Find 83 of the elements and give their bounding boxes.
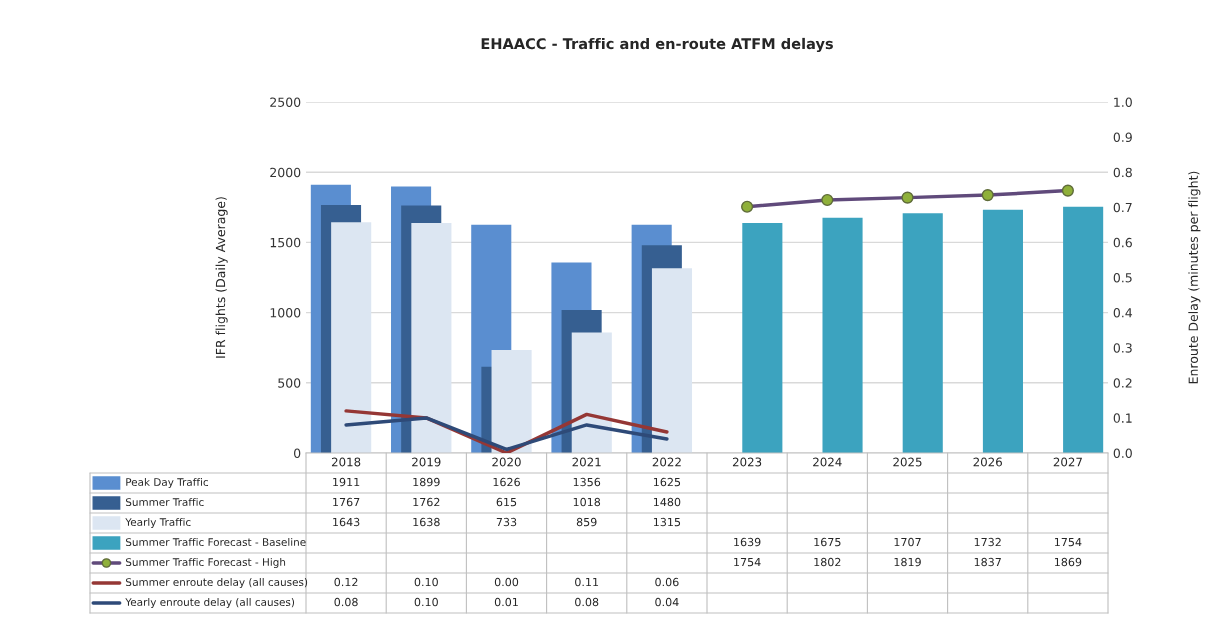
data-label: 1762 — [413, 497, 440, 507]
data-label: 1643 — [333, 517, 360, 527]
data-label: 1625 — [653, 477, 681, 487]
y2-tick-label: 0.5 — [1113, 272, 1132, 283]
data-label: 1837 — [974, 557, 1001, 567]
x-tick-label: 2027 — [1053, 457, 1082, 467]
bar — [902, 213, 943, 453]
y2-tick-label: 0.6 — [1113, 237, 1132, 248]
bar — [491, 350, 532, 453]
data-label: 1732 — [974, 537, 1001, 547]
legend-label: Yearly Traffic — [125, 517, 191, 529]
line-series — [344, 416, 669, 452]
data-label: 0.08 — [575, 597, 599, 607]
data-label: 1899 — [413, 477, 440, 487]
data-label: 1767 — [333, 497, 360, 507]
bar — [411, 223, 452, 453]
y2-axis-title: Enroute Delay (minutes per flight) — [1188, 171, 1201, 384]
data-label: 0.04 — [655, 597, 679, 607]
x-tick-label: 2019 — [412, 457, 441, 467]
data-label: 1356 — [573, 477, 601, 487]
y-tick-label: 2000 — [270, 167, 301, 178]
data-label: 0.11 — [575, 577, 599, 587]
y2-tick-label: 0.4 — [1113, 308, 1133, 318]
data-label: 1911 — [333, 477, 360, 487]
data-label: 1754 — [734, 557, 761, 567]
legend-label: Summer enroute delay (all causes) — [125, 577, 308, 589]
y2-tick-label: 0.7 — [1113, 202, 1132, 213]
y2-tick-label: 0.3 — [1113, 343, 1132, 353]
x-tick-label: 2020 — [492, 457, 521, 467]
y2-tick-label: 0.8 — [1113, 167, 1132, 178]
data-label: 1707 — [894, 537, 921, 547]
data-label: 733 — [496, 517, 517, 527]
legend-label: Peak Day Traffic — [126, 477, 209, 489]
bar — [822, 217, 863, 453]
bar — [982, 209, 1023, 453]
y-axis-title: IFR flights (Daily Average) — [215, 197, 228, 358]
data-label: 615 — [496, 497, 517, 507]
y2-tick-label: 0.2 — [1113, 378, 1132, 388]
bar — [651, 268, 693, 453]
data-label: 0.08 — [334, 597, 358, 607]
chart-title: EHAACC - Traffic and en-route ATFM delays — [481, 37, 833, 53]
data-label: 0.10 — [414, 597, 438, 607]
y-tick-label: 1000 — [270, 308, 301, 318]
data-label: 0.00 — [494, 577, 519, 587]
data-label: 859 — [576, 517, 597, 527]
y-tick-label: 500 — [278, 378, 301, 388]
data-label: 1675 — [814, 537, 841, 547]
y-tick-label: 2500 — [270, 97, 301, 107]
y-tick-label: 1500 — [270, 237, 301, 248]
y2-tick-label: 0.1 — [1113, 413, 1132, 423]
data-label: 0.10 — [414, 577, 438, 587]
data-label: 1480 — [653, 497, 681, 507]
bar — [331, 222, 372, 453]
data-label: 0.06 — [655, 577, 679, 587]
bar — [742, 222, 783, 453]
legend-label: Summer Traffic — [125, 497, 204, 507]
x-tick-label: 2022 — [652, 457, 681, 467]
y2-tick-label: 1.0 — [1114, 97, 1132, 107]
x-tick-label: 2021 — [572, 457, 601, 467]
x-tick-label: 2024 — [813, 457, 842, 467]
data-label: 1626 — [493, 477, 520, 487]
data-label: 1315 — [653, 517, 681, 527]
data-label: 1018 — [573, 497, 601, 507]
data-label: 0.01 — [494, 597, 518, 607]
legend-label: Summer Traffic Forecast - High — [125, 557, 286, 569]
data-label: 1639 — [734, 537, 761, 547]
x-tick-label: 2026 — [973, 457, 1002, 467]
x-tick-label: 2025 — [893, 457, 922, 467]
data-label: 0.12 — [334, 577, 358, 587]
bar — [571, 332, 612, 453]
data-label: 1638 — [413, 517, 440, 527]
y2-tick-label: 0.9 — [1113, 132, 1132, 143]
data-label: 1802 — [814, 557, 841, 567]
x-tick-label: 2023 — [732, 457, 762, 467]
y-tick-label: 0 — [294, 448, 301, 458]
data-label: 1869 — [1054, 557, 1082, 567]
legend-label: Yearly enroute delay (all causes) — [125, 597, 295, 609]
data-label: 1819 — [894, 557, 921, 567]
data-label: 1754 — [1054, 537, 1082, 547]
bar — [1063, 206, 1104, 453]
legend-label: Summer Traffic Forecast - Baseline — [125, 537, 306, 547]
x-tick-label: 2018 — [331, 457, 361, 467]
y2-tick-label: 0.0 — [1113, 448, 1132, 458]
